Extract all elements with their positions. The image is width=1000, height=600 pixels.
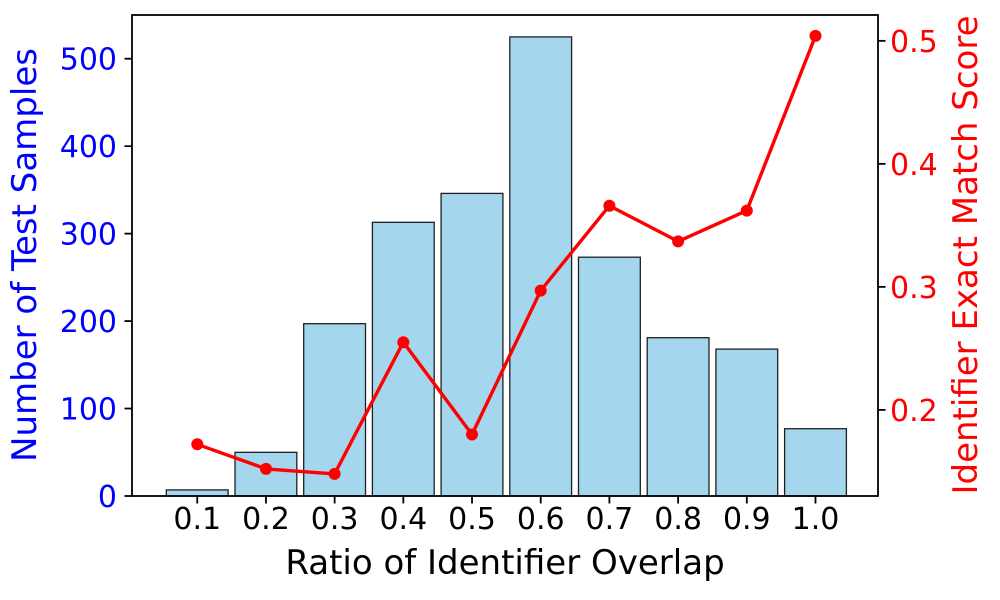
x-tick-label-0.1: 0.1	[173, 502, 221, 537]
x-tick-label-0.8: 0.8	[654, 502, 702, 537]
bar-1.0	[783, 428, 848, 497]
left-tick-label-200: 200	[60, 305, 117, 340]
right-axis-title: Identifier Exact Match Score	[946, 15, 986, 495]
line-point-0.3	[328, 467, 341, 480]
line-point-0.9	[740, 204, 753, 217]
line-point-1.0	[809, 29, 822, 42]
line-point-0.1	[191, 438, 204, 451]
left-tick-label-500: 500	[60, 43, 117, 78]
left-tick-label-300: 300	[60, 218, 117, 253]
right-tick-label-0.2: 0.2	[890, 394, 938, 429]
x-tick-label-0.3: 0.3	[311, 502, 359, 537]
x-tick-label-0.9: 0.9	[723, 502, 771, 537]
x-tick-label-0.7: 0.7	[586, 502, 634, 537]
line-point-0.2	[260, 462, 272, 475]
x-tick-label-0.2: 0.2	[242, 502, 290, 537]
x-tick-label-0.5: 0.5	[448, 502, 496, 537]
x-tick-label-0.6: 0.6	[517, 502, 565, 537]
left-tick-label-400: 400	[60, 130, 117, 165]
x-axis-title: Ratio of Identifier Overlap	[285, 543, 725, 583]
left-axis-title: Number of Test Samples	[5, 48, 45, 462]
right-tick-label-0.4: 0.4	[890, 148, 938, 183]
right-tick-label-0.5: 0.5	[890, 25, 938, 60]
x-tick-label-0.4: 0.4	[379, 502, 427, 537]
bar-0.8	[646, 337, 710, 497]
line-point-0.4	[397, 336, 410, 349]
plot-border	[131, 14, 879, 497]
bar-0.1	[165, 489, 229, 497]
bar-0.4	[371, 221, 435, 497]
line-point-0.8	[672, 235, 685, 248]
x-tick-label-1.0: 1.0	[792, 502, 840, 537]
bar-0.3	[303, 323, 367, 497]
bar-0.7	[577, 256, 641, 497]
bar-0.5	[440, 192, 504, 497]
left-tick-label-0: 0	[98, 480, 117, 515]
line-point-0.6	[534, 284, 547, 297]
line-point-0.5	[466, 428, 478, 441]
line-point-0.7	[603, 199, 616, 212]
left-tick-label-100: 100	[60, 393, 117, 428]
bar-0.9	[715, 348, 779, 497]
right-tick-label-0.3: 0.3	[890, 271, 938, 306]
line-series	[195, 34, 818, 476]
